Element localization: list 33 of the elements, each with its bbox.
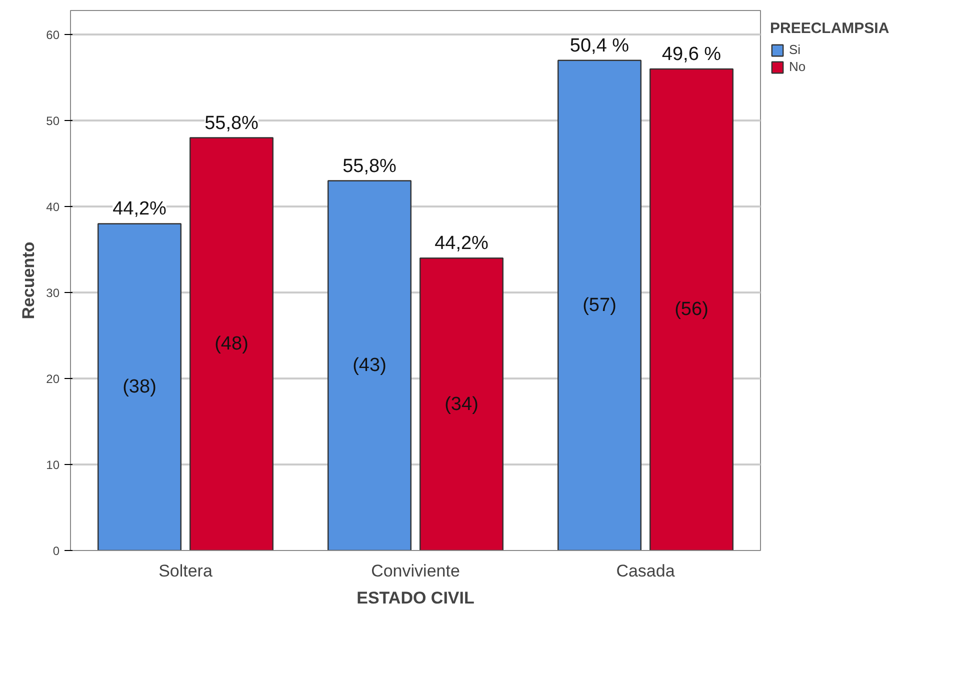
x-axis-title: ESTADO CIVIL [356,588,474,608]
y-tick-label: 0 [52,544,60,558]
y-axis-title: Recuento [19,242,38,320]
annotation: 50,4 % [570,35,630,56]
data-label: (57) [582,294,616,316]
y-tick-label: 40 [46,200,60,214]
annotation: 44,2% [112,198,167,220]
x-tick-label: Casada [616,562,676,580]
x-tick-label: Soltera [158,562,213,580]
legend-title: PREECLAMPSIA [770,20,890,37]
y-tick-label: 30 [46,286,60,300]
annotation: 55,8% [342,156,397,177]
bar [420,258,504,550]
y-tick-label: 60 [46,28,60,42]
annotation: 55,8% [204,112,259,134]
bar [328,180,412,550]
y-tick-label: 50 [46,114,60,128]
y-tick-label: 10 [46,458,60,472]
bar [190,137,274,550]
legend-label: Si [789,42,802,57]
data-label: (38) [122,376,156,398]
annotation: 44,2% [434,233,489,254]
legend-label: No [789,59,807,74]
data-label: (34) [444,394,478,415]
data-label: (48) [214,334,248,355]
bar [98,223,182,550]
annotation: 49,6 % [662,44,722,65]
bar [558,60,642,550]
y-tick-label: 20 [46,372,60,386]
x-tick-label: Conviviente [371,562,460,580]
bar [650,68,734,550]
data-label: (56) [674,299,708,320]
data-label: (43) [352,355,386,376]
